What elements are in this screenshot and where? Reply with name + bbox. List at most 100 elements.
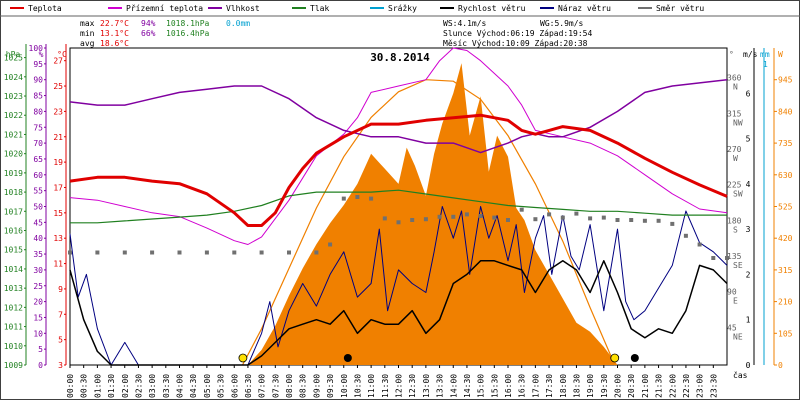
humidity-axis-label: 90 — [33, 76, 43, 85]
humidity-axis-label: 10 — [33, 329, 43, 338]
x-axis-label: 23:30 — [709, 374, 718, 398]
sun-info: Slunce Východ:06:19 Západ:19:54 — [443, 29, 592, 38]
temperature-axis-label: 11 — [53, 260, 63, 269]
x-axis-label: 11:00 — [367, 374, 376, 398]
x-axis-label: 09:00 — [312, 374, 321, 398]
temperature-axis-label: 21 — [53, 133, 63, 142]
wind-direction-point — [506, 218, 510, 222]
x-axis-label: 17:00 — [531, 374, 540, 398]
x-axis-label: 19:30 — [600, 374, 609, 398]
wind-direction-series — [68, 195, 729, 260]
wind-axis-label: 5 — [746, 135, 751, 144]
x-axis-label: 01:00 — [93, 374, 102, 398]
wind-direction-point — [68, 250, 72, 255]
temperature-axis-label: 7 — [58, 310, 63, 319]
x-axis-label: 08:30 — [299, 374, 308, 398]
wind-direction-point — [204, 250, 209, 255]
x-axis-label: 23:00 — [696, 374, 705, 398]
x-axis-label: 17:30 — [545, 374, 554, 398]
x-axis-label: 07:00 — [258, 374, 267, 398]
direction-axis-name: N — [733, 83, 738, 92]
wind-axis-label: 4 — [746, 180, 751, 189]
pressure-axis-label: 1014 — [4, 265, 23, 274]
x-axis-label: 01:30 — [107, 374, 116, 398]
wind-direction-point — [670, 221, 675, 226]
legend-label: Rychlost větru — [458, 4, 526, 13]
pressure-axis-label: 1016 — [4, 227, 23, 236]
wind-direction-point — [232, 250, 237, 255]
x-axis-label: 09:30 — [326, 374, 335, 398]
pressure-axis-label: 1015 — [4, 246, 23, 255]
x-axis-label: 05:30 — [217, 374, 226, 398]
legend: Teplota Přízemní teplota Vlhkost Tlak Srážky… — [0, 4, 800, 17]
wind-direction-point — [711, 256, 716, 260]
pressure-axis-label: 1020 — [4, 150, 23, 159]
temperature-axis-label: 23 — [53, 107, 63, 116]
wind-direction-point — [396, 220, 401, 225]
solar-axis-label: 735 — [778, 139, 793, 148]
wind-direction-point — [683, 233, 688, 238]
x-axis-label: 19:00 — [586, 374, 595, 398]
stat-value: 18.6°C — [100, 39, 129, 48]
wind-axis-unit: m/s — [743, 50, 758, 59]
pressure-axis-label: 1025 — [4, 54, 23, 63]
wind-direction-point — [177, 250, 182, 255]
stat-value: 22.7°C — [100, 19, 129, 28]
x-axis-label: 04:30 — [189, 374, 198, 398]
temperature-axis-label: 13 — [53, 234, 63, 243]
x-axis-label: 10:00 — [340, 374, 349, 398]
wind-direction-point — [259, 250, 264, 255]
humidity-axis-label: 0 — [38, 361, 43, 370]
humidity-axis-label: 85 — [33, 92, 43, 101]
humidity-axis-label: 35 — [33, 250, 43, 259]
x-axis-label: 06:00 — [230, 374, 239, 398]
moonrise-marker — [343, 354, 352, 362]
x-axis-label: 15:00 — [477, 374, 486, 398]
wind-axis-label: 6 — [746, 89, 751, 98]
humidity-axis-label: 95 — [33, 60, 43, 69]
sunset-marker — [610, 353, 620, 363]
x-axis-label: 07:30 — [271, 374, 280, 398]
solar-axis-label: 210 — [778, 298, 793, 307]
x-axis-label: 18:30 — [572, 374, 581, 398]
wind-direction-point — [355, 195, 360, 199]
x-axis-label: 00:30 — [80, 374, 89, 398]
stat-value: 1018.1hPa — [166, 19, 210, 28]
pressure-axis-label: 1023 — [4, 92, 23, 101]
x-axis-label: 14:30 — [463, 374, 472, 398]
wind-direction-point — [519, 207, 524, 212]
pressure-axis-label: 1019 — [4, 169, 23, 178]
x-axis-label: 04:00 — [176, 374, 185, 398]
wind-direction-point — [642, 218, 647, 223]
x-axis-label: 02:00 — [121, 374, 130, 398]
wind-axis-label: 2 — [746, 270, 751, 279]
wind-direction-point — [656, 218, 661, 223]
x-axis-label: 18:00 — [559, 374, 568, 398]
stat-value: 13.1°C — [100, 29, 129, 38]
x-axis-label: 03:30 — [162, 374, 171, 398]
sunrise-marker — [238, 353, 248, 363]
legend-label: Náraz větru — [558, 4, 611, 13]
pressure-axis-unit: hPa — [6, 50, 21, 59]
direction-axis-name: S — [733, 225, 738, 234]
wind-axis-label: 3 — [746, 225, 751, 234]
x-axis-label: 06:30 — [244, 374, 253, 398]
moonset-marker — [630, 354, 639, 362]
temperature-axis-label: 15 — [53, 209, 63, 218]
x-axis-label: 11:30 — [381, 374, 390, 398]
pressure-axis-label: 1011 — [4, 323, 23, 332]
humidity-axis-label: 65 — [33, 155, 43, 164]
wind-direction-point — [451, 214, 456, 219]
wind-direction-point — [314, 250, 319, 255]
wind-direction-point — [437, 214, 442, 219]
x-axis-title: čas — [733, 370, 748, 380]
temperature-axis-label: 25 — [53, 82, 63, 91]
stat-value: 0.0mm — [226, 19, 250, 28]
x-axis-label: 20:00 — [614, 374, 623, 398]
pressure-axis-label: 1022 — [4, 111, 23, 120]
series-line-teplota — [69, 113, 728, 227]
legend-label: Směr větru — [656, 4, 704, 13]
humidity-axis-label: 60 — [33, 171, 43, 180]
direction-axis-label: 45 — [727, 323, 737, 332]
